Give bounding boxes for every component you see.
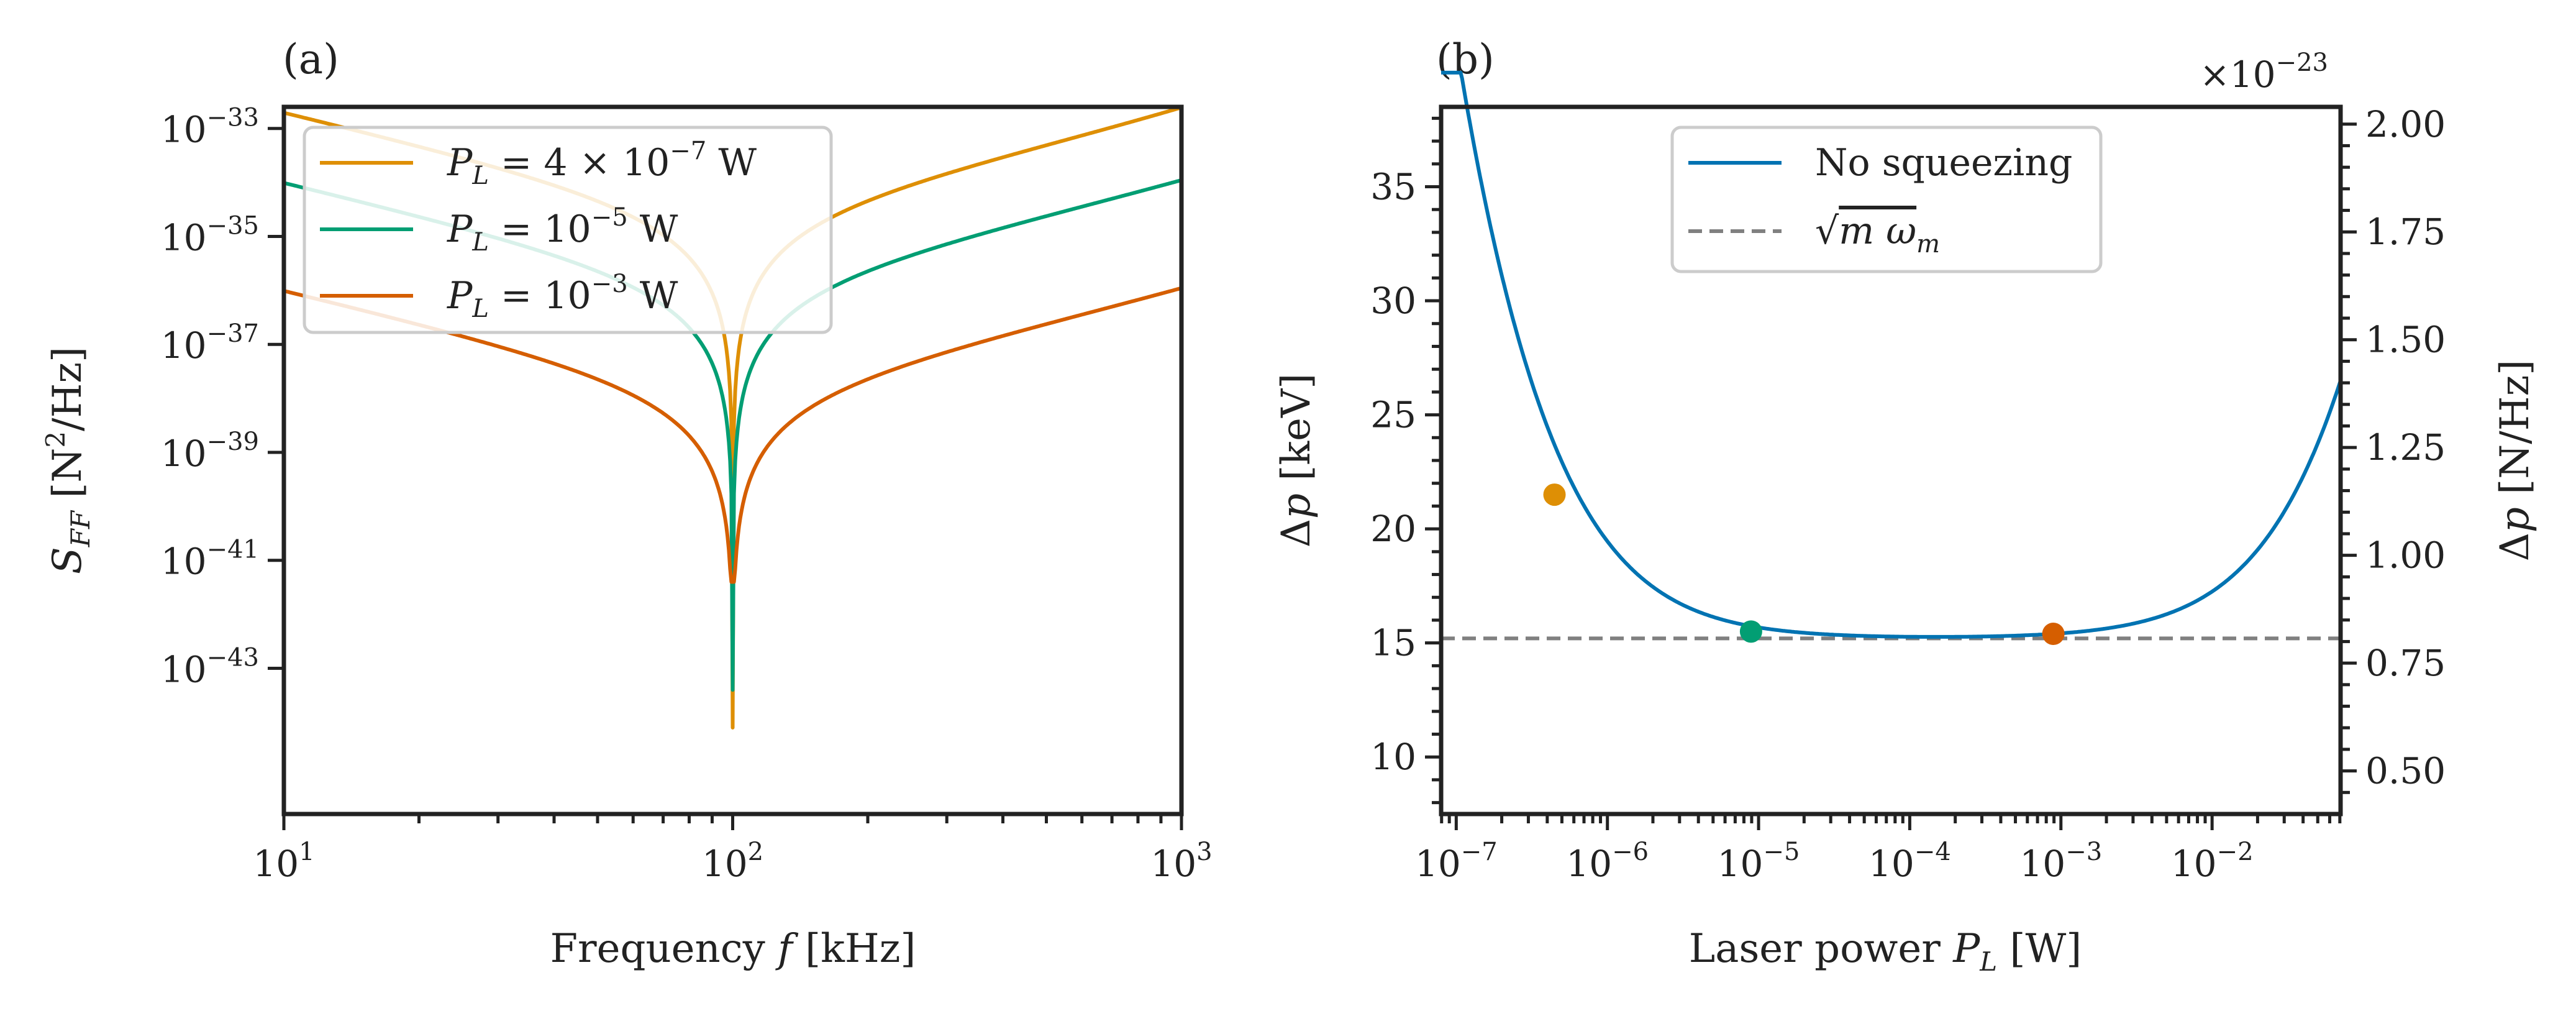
b-y-axis-label-right: Δp [N/Hz] [2492,360,2538,562]
b-y-tick-label-right: 2.00 [2365,103,2446,145]
b-x-tick-label: 10−4 [1868,838,1951,885]
a-x-tick-label: 102 [702,838,763,885]
a-x-tick-label: 103 [1150,838,1212,885]
b-y-tick-label-right: 1.75 [2365,211,2446,253]
a-y-tick-label: 10−43 [161,643,259,690]
b-y-tick-label-left: 10 [1370,736,1416,778]
a-y-tick-label: 10−41 [161,536,259,583]
b-right-multiplier: ×10−23 [2200,48,2328,96]
b-x-tick-label: 10−2 [2171,838,2254,885]
panel-a-label: (a) [283,35,339,83]
panel-a: (a) 101 102 10310−3310−3510−3710−3910−4110… [40,35,1213,972]
b-power-marker [1543,483,1566,506]
b-y-tick-label-right: 1.00 [2365,534,2446,577]
b-tick-group: 10−7 10−6 10−5 10−4 10−3 10−2 10 15 20 25 30 35 0.50… [1370,48,2446,885]
a-y-tick-label: 10−33 [161,104,259,151]
b-legend-label-reference: √m ωm [1815,209,1940,258]
a-legend: PL = 4 × 10−7 W PL = 10−5 W PL = 10−3 W [303,126,833,334]
panel-b: (b) 10−7 10−6 10−5 10−4 10−3 10−2 10 15 20 25 30 35… [1273,35,2538,977]
b-y-axis-label-left: Δp [keV] [1273,373,1319,547]
b-x-tick-label: 10−7 [1415,838,1498,885]
a-x-tick-label: 101 [253,838,314,885]
a-y-tick-label: 10−39 [161,428,259,475]
a-legend-label: PL = 4 × 10−7 W [447,137,757,190]
b-y-tick-label-left: 35 [1370,165,1416,208]
a-tick-group: 101 102 103 10−33 10−35 10−37 10−39 10−41 10−43 [161,104,1213,885]
b-power-marker [2042,622,2065,645]
b-series-group [1440,70,2342,645]
b-x-tick-label: 10−5 [1718,838,1800,885]
b-y-tick-label-left: 15 [1370,622,1416,664]
b-legend: No squeezing √m ωm [1670,126,2103,273]
b-y-tick-label-right: 1.50 [2365,319,2446,361]
a-legend-label: PL = 10−5 W [447,203,678,257]
b-y-tick-label-left: 25 [1370,394,1416,436]
a-x-axis-label: Frequency f [kHz] [550,926,916,972]
b-series-line [1440,70,2342,639]
b-x-tick-label: 10−6 [1566,838,1649,885]
b-y-tick-label-right: 1.25 [2365,426,2446,469]
b-y-tick-label-left: 30 [1370,280,1416,322]
b-y-tick-label-right: 0.50 [2365,750,2446,792]
a-legend-box [303,126,833,334]
b-power-marker [1739,620,1762,643]
a-y-tick-label: 10−37 [161,319,259,367]
b-legend-label: No squeezing [1815,141,2072,185]
b-y-tick-label-left: 20 [1370,508,1416,550]
a-y-tick-label: 10−35 [161,211,259,258]
a-legend-label: PL = 10−3 W [447,270,678,323]
b-x-tick-label: 10−3 [2019,838,2102,885]
b-y-tick-label-right: 0.75 [2365,642,2446,684]
panel-b-label: (b) [1436,35,1495,83]
b-x-axis-label: Laser power PL [W] [1689,926,2082,977]
a-y-axis-label: SFF [N2/Hz] [40,347,96,574]
